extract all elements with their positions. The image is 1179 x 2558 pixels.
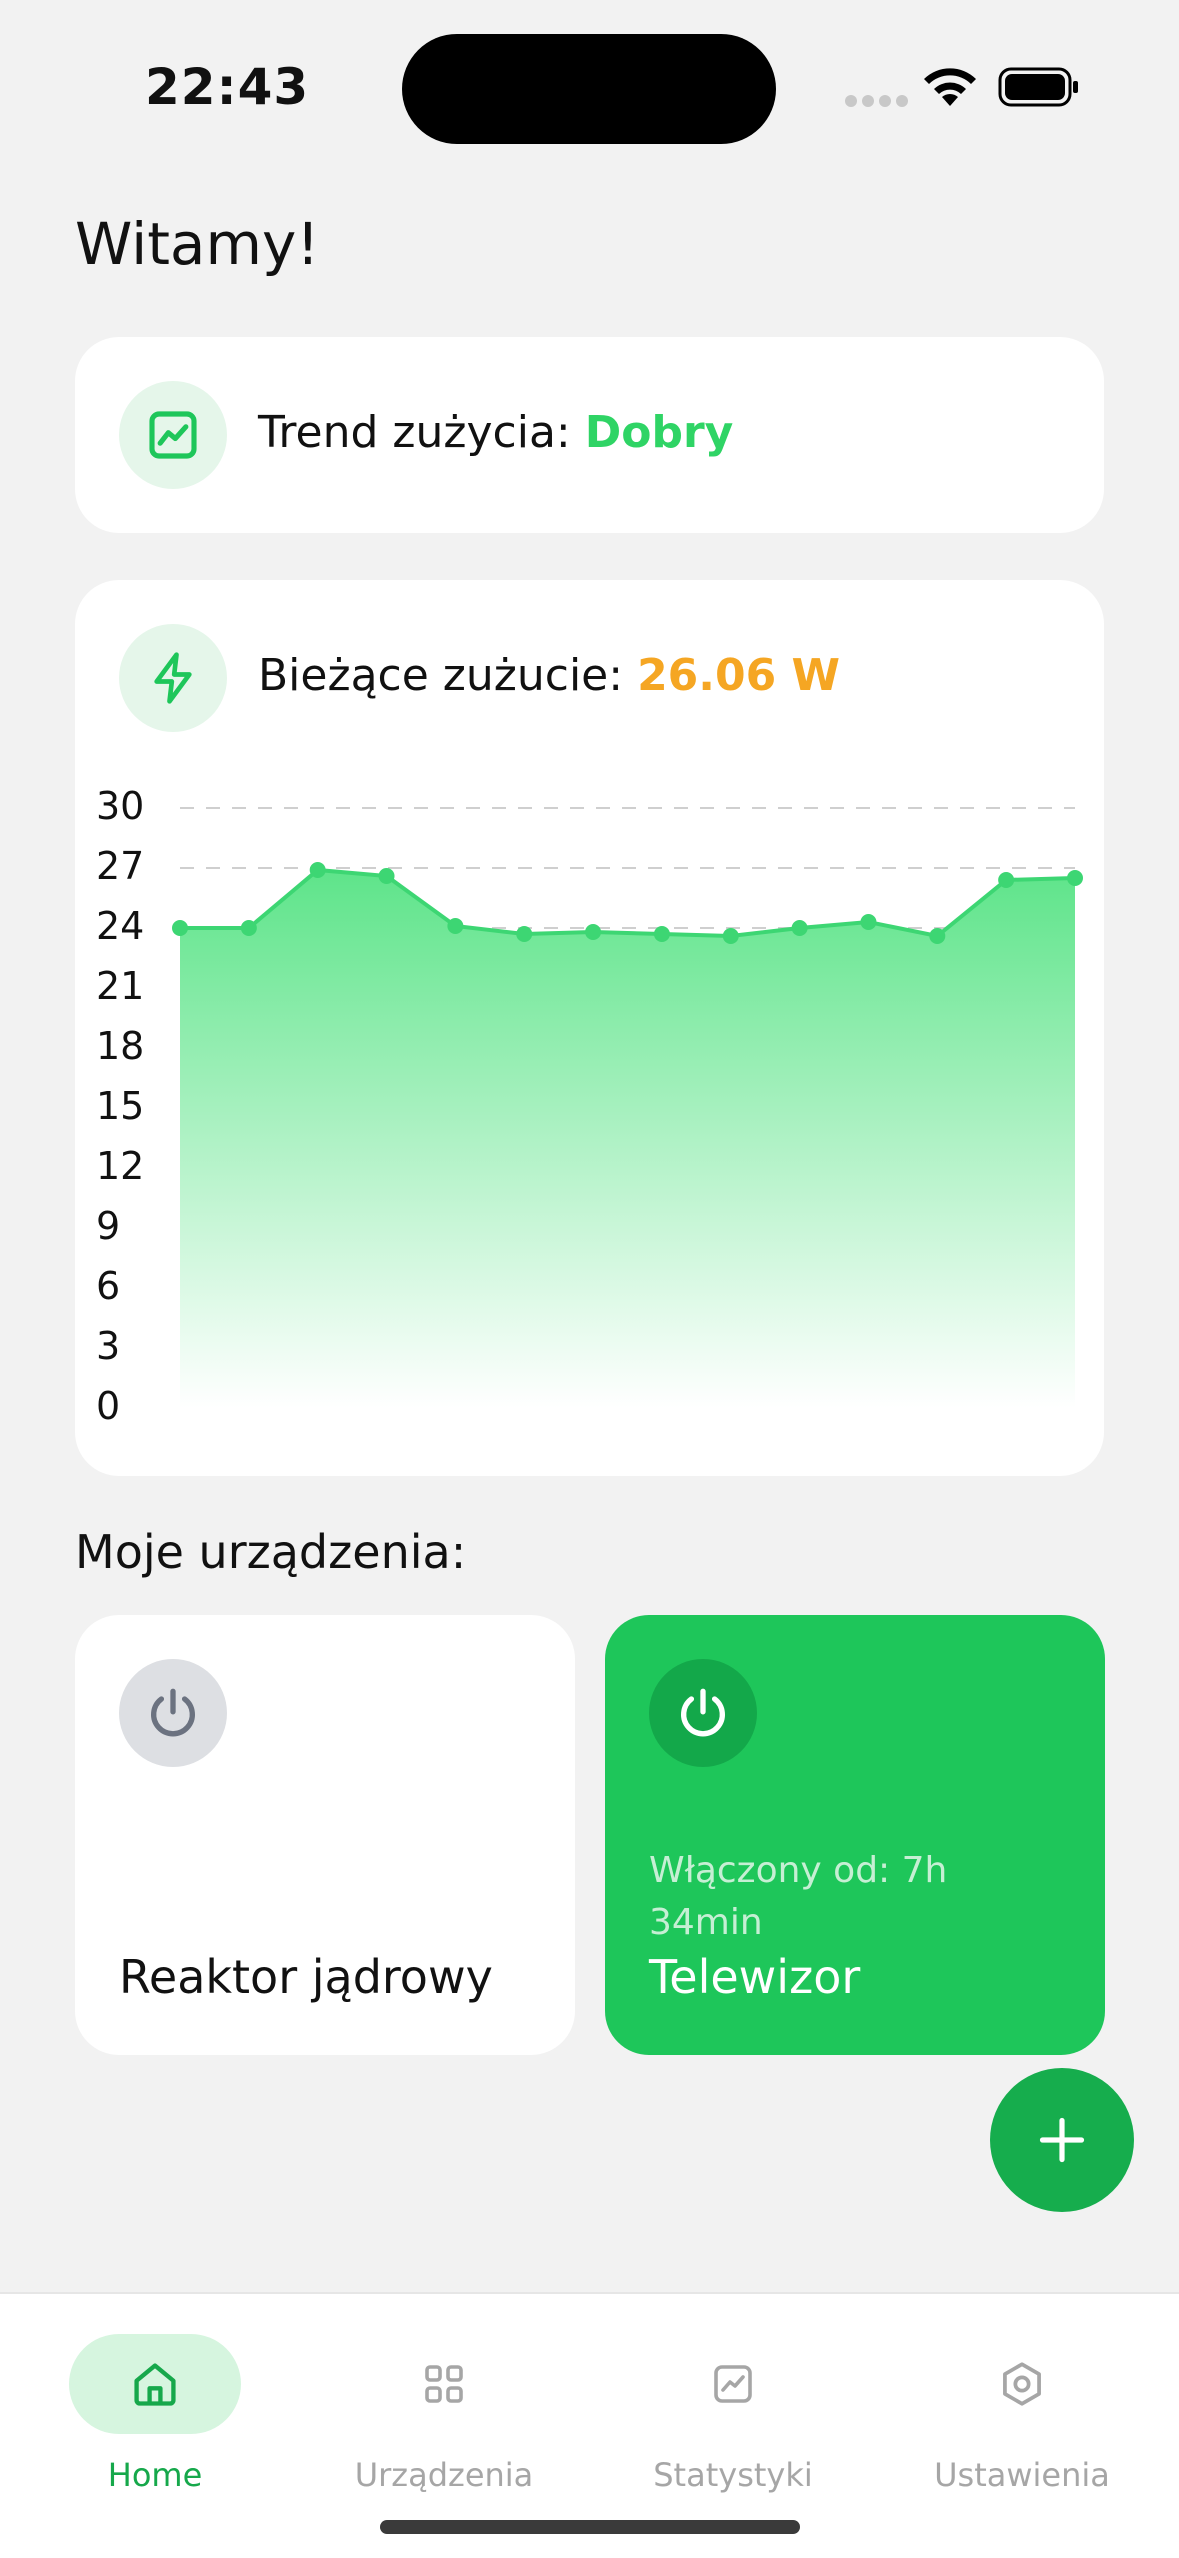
- chart-y-tick: 0: [96, 1384, 121, 1428]
- tab-ustawienia-pill: [936, 2334, 1108, 2434]
- device-card-reaktor[interactable]: Reaktor jądrowy: [75, 1615, 575, 2055]
- usage-label: Bieżące zużucie: 26.06 W: [258, 650, 840, 701]
- tab-label: Ustawienia: [934, 2456, 1110, 2494]
- chart-point: [653, 926, 670, 942]
- device-status: Włączony od: 7h 34min: [649, 1850, 948, 1943]
- chart-y-tick: 6: [96, 1264, 121, 1308]
- chart-point: [929, 928, 946, 944]
- chart-y-tick: 27: [96, 844, 145, 888]
- usage-label-text: Bieżące zużucie:: [258, 650, 624, 701]
- device-name: Telewizor: [649, 1950, 861, 2004]
- usage-value: 26.06 W: [637, 650, 841, 701]
- power-icon: [151, 1688, 195, 1737]
- trend-value: Dobry: [584, 407, 734, 458]
- page-title: Witamy!: [75, 210, 320, 278]
- device-card-telewizor[interactable]: Włączony od: 7h 34min Telewizor: [605, 1615, 1105, 2055]
- chart-point: [516, 926, 533, 942]
- chart-icon: [714, 2365, 752, 2403]
- power-toggle-button[interactable]: [119, 1659, 227, 1767]
- chart-point: [722, 928, 739, 944]
- tab-urzadzenia[interactable]: Urządzenia: [324, 2314, 564, 2504]
- trend-card[interactable]: Trend zużycia: Dobry: [75, 337, 1104, 533]
- wifi-icon: [924, 68, 976, 106]
- tab-bar: Home Urządzenia Statystyki: [0, 2292, 1179, 2558]
- chart-y-tick: 21: [96, 964, 145, 1008]
- chart-y-tick: 12: [96, 1144, 145, 1188]
- power-toggle-button[interactable]: [649, 1659, 757, 1767]
- device-name: Reaktor jądrowy: [119, 1950, 493, 2004]
- chart-point: [791, 920, 808, 936]
- chart-point: [309, 862, 326, 878]
- plus-icon: [1039, 2117, 1085, 2163]
- chart-point: [998, 872, 1015, 888]
- status-bar: 22:43: [0, 0, 1179, 170]
- chart-point: [447, 918, 464, 934]
- tab-ustawienia[interactable]: Ustawienia: [902, 2314, 1142, 2504]
- battery-icon: [998, 67, 1078, 107]
- chart-y-tick: 3: [96, 1324, 121, 1368]
- tab-label: Urządzenia: [354, 2456, 534, 2494]
- chart-point: [1067, 870, 1083, 886]
- settings-icon: [1003, 2362, 1041, 2406]
- home-icon: [134, 2363, 176, 2406]
- tab-home-pill: [69, 2334, 241, 2434]
- trend-icon-circle: [119, 381, 227, 489]
- usage-icon-circle: [119, 624, 227, 732]
- chart-series-line: [180, 867, 1076, 939]
- trend-label: Trend zużycia: Dobry: [258, 407, 733, 458]
- grid-icon: [425, 2365, 463, 2403]
- trend-chart-icon: [149, 411, 197, 459]
- chart-point: [378, 868, 395, 884]
- chart-y-tick: 9: [96, 1204, 121, 1248]
- chart-y-tick: 24: [96, 904, 145, 948]
- add-device-button[interactable]: [990, 2068, 1134, 2212]
- tab-home[interactable]: Home: [35, 2314, 275, 2504]
- chart-point: [860, 914, 877, 930]
- usage-area-chart: [172, 807, 1083, 1408]
- chart-point: [240, 920, 257, 936]
- chart-y-tick: 30: [96, 784, 145, 828]
- tab-statystyki[interactable]: Statystyki: [613, 2314, 853, 2504]
- tab-label: Statystyki: [653, 2456, 813, 2494]
- chart-point: [172, 920, 188, 936]
- chart-points: [172, 862, 1083, 944]
- dynamic-island: [402, 34, 776, 144]
- tab-statystyki-pill: [647, 2334, 819, 2434]
- tab-urzadzenia-pill: [358, 2334, 530, 2434]
- chart-area-fill: [180, 870, 1075, 1408]
- status-time: 22:43: [145, 58, 310, 116]
- devices-section-title: Moje urządzenia:: [75, 1525, 467, 1579]
- chart-y-tick: 15: [96, 1084, 145, 1128]
- home-indicator: [380, 2520, 800, 2534]
- chart-gridlines: [180, 807, 1075, 929]
- lightning-icon: [154, 652, 192, 704]
- chart-point: [585, 924, 602, 940]
- power-icon: [681, 1688, 725, 1737]
- cellular-signal-icon: [845, 95, 908, 109]
- trend-label-text: Trend zużycia:: [258, 407, 571, 458]
- chart-y-tick: 18: [96, 1024, 145, 1068]
- tab-label: Home: [107, 2456, 203, 2494]
